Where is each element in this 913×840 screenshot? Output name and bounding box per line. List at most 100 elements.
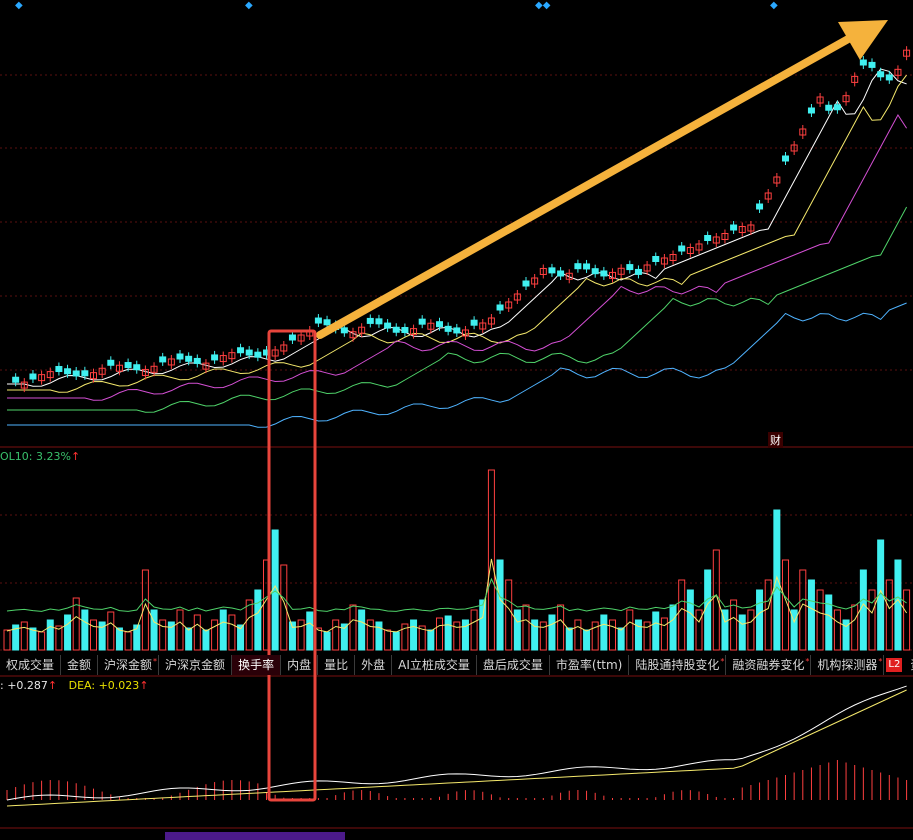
- tab-11[interactable]: 陆股通持股变化 *: [629, 655, 727, 675]
- tab-2[interactable]: 沪深金额 *: [98, 655, 160, 675]
- tab-tail[interactable]: 资: [904, 655, 913, 675]
- candle-body: [773, 176, 781, 184]
- candle-body: [548, 267, 556, 274]
- candle-body: [358, 326, 366, 334]
- volume-bars: [3, 469, 911, 651]
- tab-10[interactable]: 市盈率(ttm): [550, 655, 630, 675]
- candle-body: [219, 355, 227, 363]
- tab-star-icon: *: [153, 657, 158, 666]
- volume-bar: [375, 621, 383, 651]
- ma60-line: [7, 302, 907, 428]
- candle-body: [565, 272, 573, 280]
- candle-body: [55, 366, 63, 373]
- top-marker-icon: ◆: [245, 0, 253, 11]
- tab-6[interactable]: 量比: [318, 655, 356, 675]
- volume-bar: [548, 614, 556, 651]
- tab-8[interactable]: AI立桩成交量: [392, 655, 477, 675]
- candle-body: [721, 233, 729, 240]
- tab-7[interactable]: 外盘: [355, 655, 393, 675]
- tab-13[interactable]: 机构探测器 *: [811, 655, 885, 675]
- volume-bar: [193, 614, 201, 651]
- volume-bar: [522, 604, 530, 651]
- ma20-line: [7, 114, 908, 401]
- tab-3[interactable]: 沪深京金额: [159, 655, 233, 675]
- volume-bar: [721, 609, 729, 651]
- volume-bar: [133, 624, 141, 651]
- candle-body: [280, 344, 288, 352]
- candle-body: [349, 331, 357, 339]
- dea-arrow: ↑: [139, 679, 149, 692]
- volume-indicator-label: OL10: 3.23%↑: [0, 450, 80, 463]
- volume-bar: [64, 614, 72, 651]
- candle-body: [825, 104, 833, 111]
- volume-bar: [678, 579, 686, 651]
- candle-body: [487, 317, 495, 325]
- candle-body: [885, 74, 893, 81]
- candle-body: [46, 371, 54, 379]
- top-marker-icon: ◆◆: [535, 0, 551, 11]
- volume-bar: [756, 589, 764, 651]
- candle-body: [522, 280, 530, 287]
- volume-bar: [436, 617, 443, 651]
- volume-bar: [782, 559, 789, 651]
- tab-9[interactable]: 盘后成交量: [477, 655, 550, 675]
- volume-bar: [583, 629, 591, 651]
- candle-body: [652, 256, 660, 262]
- volume-bar: [323, 631, 331, 651]
- ma30-line: [7, 206, 908, 413]
- vol-value: OL10: 3.23%: [0, 450, 71, 463]
- volume-bar: [799, 569, 807, 651]
- tab-star-icon: *: [720, 657, 725, 666]
- volume-bar: [877, 539, 885, 651]
- tab-4[interactable]: 换手率: [232, 655, 282, 675]
- top-marker-icon: ◆: [15, 0, 23, 11]
- volume-bar: [288, 621, 296, 651]
- top-marker-icon: ◆: [770, 0, 778, 11]
- tab-12[interactable]: 融资融券变化 *: [726, 655, 812, 675]
- volume-bar: [833, 609, 841, 651]
- volume-bar: [816, 589, 824, 651]
- volume-bar: [115, 627, 123, 651]
- volume-bar: [851, 604, 859, 651]
- vol-ma-line: [6, 558, 908, 633]
- l2-badge[interactable]: L2: [886, 658, 903, 672]
- volume-bar: [280, 564, 288, 651]
- candle-body: [392, 326, 400, 333]
- finance-marker[interactable]: 财: [768, 432, 783, 448]
- candle-body: [557, 270, 565, 277]
- volume-bar: [392, 631, 400, 651]
- macd-lines: [6, 685, 907, 807]
- candle-body: [730, 224, 738, 231]
- volume-bar: [790, 609, 798, 651]
- candle-body: [366, 317, 374, 324]
- volume-bar: [479, 599, 487, 651]
- volume-bar: [626, 609, 634, 651]
- volume-bar: [349, 604, 357, 651]
- volume-bar: [237, 624, 245, 651]
- volume-bar: [245, 599, 253, 651]
- candle-body: [410, 328, 418, 336]
- candle-body: [513, 293, 521, 301]
- candle-body: [211, 354, 219, 361]
- candle-body: [678, 245, 686, 252]
- tab-0[interactable]: 权成交量: [0, 655, 62, 675]
- volume-bar: [842, 619, 850, 651]
- tab-1[interactable]: 金额: [61, 655, 99, 675]
- volume-bar: [565, 627, 573, 651]
- volume-bar: [730, 599, 738, 651]
- candle-body: [375, 318, 383, 325]
- volume-bar: [660, 617, 668, 651]
- volume-ma-lines: [6, 558, 908, 633]
- volume-bar: [470, 609, 478, 651]
- volume-bar: [807, 579, 815, 651]
- volume-bar: [150, 609, 158, 651]
- candle-body: [418, 318, 426, 325]
- candle-body: [894, 68, 902, 76]
- tab-5[interactable]: 内盘: [281, 655, 319, 675]
- candle-body: [505, 301, 513, 309]
- volume-bar: [219, 609, 227, 651]
- candle-body: [237, 347, 245, 354]
- candle-body: [738, 226, 746, 233]
- candle-body: [193, 357, 201, 364]
- volume-bar: [202, 629, 210, 651]
